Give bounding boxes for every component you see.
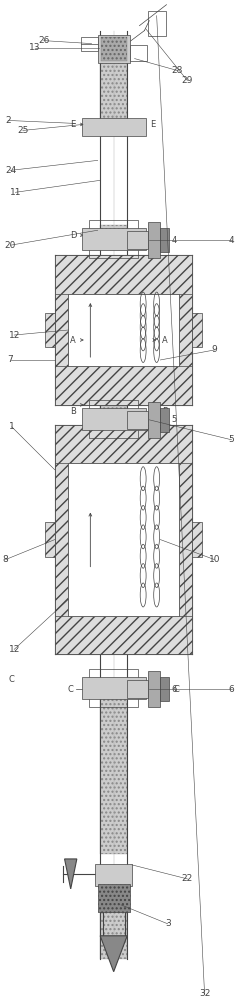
- Bar: [127, 680, 148, 698]
- Bar: [55, 255, 192, 294]
- Bar: [101, 390, 127, 410]
- Bar: [127, 231, 148, 249]
- Bar: [160, 228, 169, 252]
- Bar: [89, 669, 138, 707]
- Bar: [45, 522, 55, 557]
- Bar: [68, 294, 179, 366]
- Text: C: C: [68, 685, 74, 694]
- Bar: [98, 35, 130, 63]
- Text: 5: 5: [229, 435, 234, 444]
- Bar: [82, 228, 145, 250]
- Text: E: E: [150, 120, 156, 129]
- Text: B: B: [70, 407, 76, 416]
- Bar: [101, 37, 127, 61]
- Text: 25: 25: [17, 126, 28, 135]
- Bar: [148, 11, 166, 36]
- Bar: [68, 463, 179, 616]
- Text: 24: 24: [5, 166, 16, 175]
- Text: B: B: [162, 407, 168, 416]
- Text: 10: 10: [209, 555, 220, 564]
- Bar: [148, 222, 160, 258]
- Bar: [89, 220, 138, 258]
- Text: 5: 5: [171, 415, 177, 424]
- Bar: [95, 864, 132, 886]
- Text: A: A: [70, 336, 76, 345]
- Text: 28: 28: [172, 66, 183, 75]
- Bar: [179, 425, 192, 654]
- Bar: [55, 616, 192, 654]
- Bar: [101, 694, 127, 854]
- Bar: [101, 61, 127, 130]
- Text: 7: 7: [8, 355, 13, 364]
- Bar: [89, 400, 138, 438]
- Text: 22: 22: [182, 874, 193, 883]
- Bar: [101, 225, 127, 245]
- Bar: [98, 884, 130, 912]
- Text: A: A: [162, 336, 168, 345]
- Text: 8: 8: [3, 555, 8, 564]
- Bar: [55, 366, 192, 405]
- Bar: [82, 677, 145, 699]
- Text: E: E: [71, 120, 76, 129]
- Text: 29: 29: [182, 76, 193, 85]
- Polygon shape: [100, 936, 127, 972]
- Text: C: C: [173, 685, 179, 694]
- Text: C: C: [9, 675, 15, 684]
- Text: 4: 4: [229, 236, 234, 245]
- Text: 2: 2: [5, 116, 11, 125]
- Text: D: D: [70, 231, 76, 240]
- Bar: [101, 869, 127, 959]
- Bar: [127, 411, 148, 429]
- Bar: [82, 118, 145, 136]
- Bar: [55, 425, 68, 654]
- Text: 4: 4: [171, 236, 177, 245]
- Text: 6: 6: [171, 685, 177, 694]
- Bar: [192, 313, 202, 347]
- Bar: [82, 408, 145, 430]
- Bar: [55, 425, 192, 463]
- Text: 32: 32: [199, 989, 210, 998]
- Text: 26: 26: [38, 36, 49, 45]
- Text: D: D: [162, 231, 168, 240]
- Text: 11: 11: [10, 188, 21, 197]
- Text: 3: 3: [165, 919, 171, 928]
- Bar: [148, 671, 160, 707]
- Bar: [192, 522, 202, 557]
- Text: 12: 12: [8, 331, 20, 340]
- Bar: [55, 255, 68, 405]
- Bar: [130, 45, 147, 61]
- Text: 20: 20: [5, 241, 16, 250]
- Text: 1: 1: [9, 422, 15, 431]
- Bar: [160, 408, 169, 432]
- Bar: [160, 677, 169, 701]
- Bar: [148, 402, 160, 438]
- Text: 6: 6: [229, 685, 234, 694]
- Bar: [81, 37, 98, 51]
- Bar: [179, 255, 192, 405]
- Polygon shape: [64, 859, 77, 889]
- Text: 13: 13: [29, 43, 41, 52]
- Bar: [45, 313, 55, 347]
- Text: 12: 12: [8, 645, 20, 654]
- Text: 9: 9: [211, 345, 217, 354]
